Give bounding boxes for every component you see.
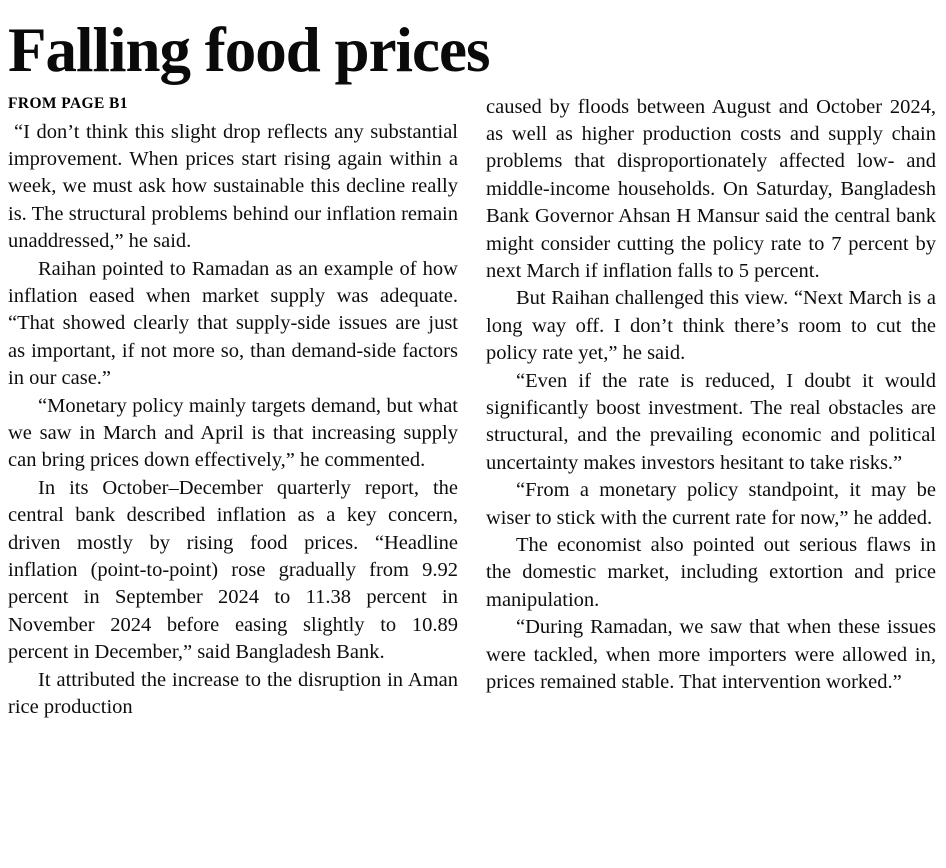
left-column: FROM PAGE B1 “I don’t think this slight …: [8, 94, 458, 722]
article-paragraph: “Monetary policy mainly targets demand, …: [8, 394, 458, 472]
article-paragraph: It attributed the increase to the disrup…: [8, 668, 458, 719]
article-paragraph: But Raihan challenged this view. “Next M…: [486, 287, 936, 365]
continuation-label: FROM PAGE B1: [8, 94, 128, 112]
article-paragraph: “From a monetary policy standpoint, it m…: [486, 479, 936, 529]
article-headline: Falling food prices: [8, 15, 491, 85]
article-paragraph: caused by floods between August and Octo…: [486, 95, 936, 282]
article-body: FROM PAGE B1 “I don’t think this slight …: [8, 94, 936, 722]
article-paragraph: “I don’t think this slight drop reflects…: [8, 120, 458, 253]
right-column: caused by floods between August and Octo…: [486, 94, 936, 697]
article-paragraph: In its October–December quarterly report…: [8, 476, 458, 664]
article-paragraph: “During Ramadan, we saw that when these …: [486, 616, 936, 694]
article-paragraph: Raihan pointed to Ramadan as an example …: [8, 257, 458, 390]
article-paragraph: The economist also pointed out serious f…: [486, 534, 936, 611]
article-paragraph: “Even if the rate is reduced, I doubt it…: [486, 369, 936, 474]
